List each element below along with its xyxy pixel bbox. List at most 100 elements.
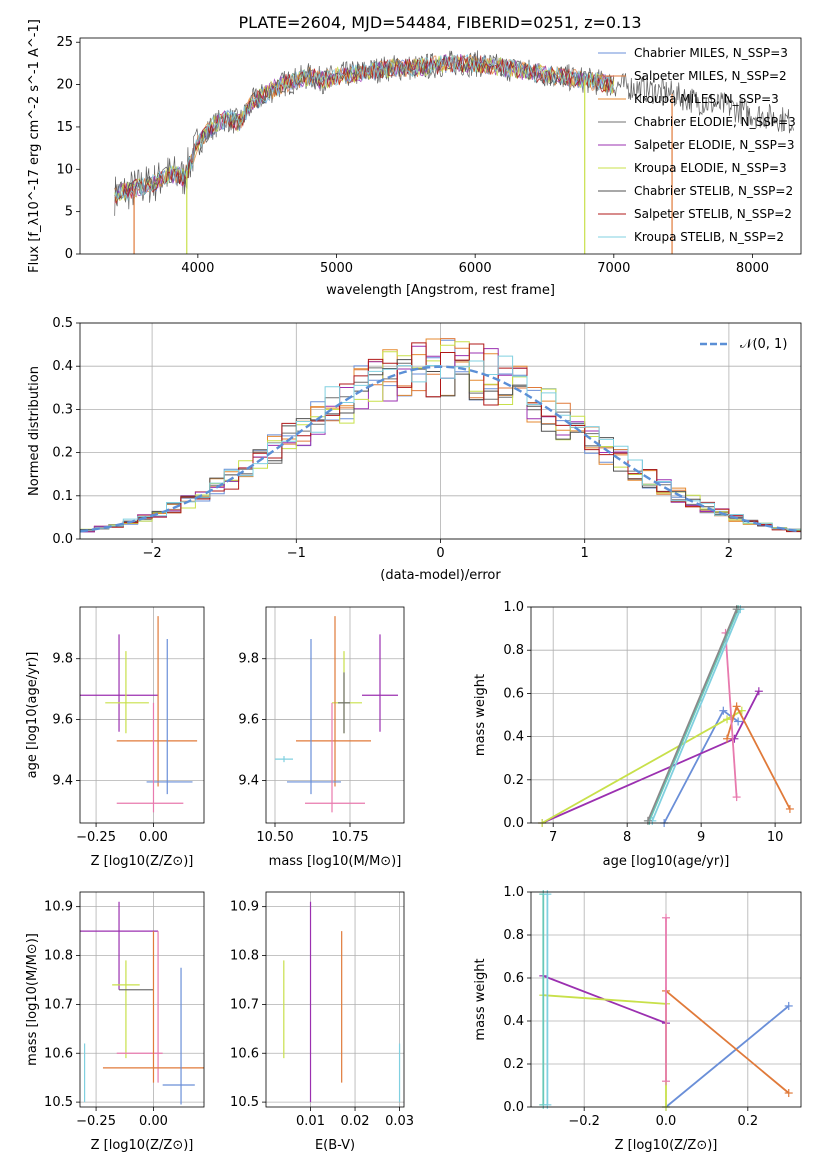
residual-histogram-panel: −2 −1 0 1 2 0.0 0.1 0.2 0.3 0.4 0.5 (data-model)/er…: [27, 316, 802, 583]
x-tick-label: 0.00: [139, 830, 168, 845]
y-tick-label: 9.6: [238, 713, 259, 728]
x-tick-label: 0.02: [341, 1114, 370, 1129]
legend-label: Chabrier STELIB, N_SSP=2: [634, 184, 793, 198]
axes-frame: [265, 891, 405, 1108]
y-tick-label: 5: [65, 205, 73, 220]
x-tick-label: 0.03: [385, 1114, 414, 1129]
x-tick-label: 0.01: [296, 1114, 325, 1129]
y-tick-label: 0.8: [503, 643, 524, 658]
y-tick-label: 0.0: [503, 816, 524, 831]
axes-frame: [530, 891, 802, 1108]
y-tick-label: 10.7: [230, 997, 259, 1012]
x-tick-label: 0: [436, 546, 444, 561]
x-tick-label: 0.2: [737, 1114, 758, 1129]
legend-label: 𝒩(0, 1): [740, 337, 787, 352]
y-tick-label: 10.9: [44, 900, 73, 915]
legend-label: Kroupa STELIB, N_SSP=2: [634, 230, 784, 244]
y-tick-label: 0: [65, 247, 73, 262]
y-tick-label: 10.8: [44, 949, 73, 964]
y-tick-label: 10.6: [44, 1046, 73, 1061]
y-tick-label: 9.6: [52, 713, 73, 728]
y-tick-label: 1.0: [503, 885, 524, 900]
legend-label: Kroupa MILES, N_SSP=3: [634, 92, 779, 106]
model-spectrum-line: [114, 54, 615, 200]
x-tick-label: 8000: [736, 261, 769, 276]
x-axis-label: E(B-V): [315, 1138, 355, 1153]
y-tick-label: 0.4: [503, 1014, 524, 1029]
y-tick-label: 0.0: [52, 532, 73, 547]
y-tick-label: 0.5: [52, 316, 73, 331]
x-tick-label: 0.0: [656, 1114, 677, 1129]
y-tick-label: 0.0: [503, 1100, 524, 1115]
y-tick-label: 10: [56, 162, 73, 177]
x-axis-label: Z [log10(Z/Z⊙)]: [615, 1138, 718, 1153]
x-tick-label: −0.2: [568, 1114, 600, 1129]
legend-label: Salpeter MILES, N_SSP=2: [634, 69, 787, 83]
x-tick-label: −0.25: [76, 1114, 116, 1129]
y-tick-label: 0.2: [503, 773, 524, 788]
x-tick-label: 0.00: [139, 1114, 168, 1129]
model-spectrum-line: [114, 55, 615, 205]
x-axis-label: Z [log10(Z/Z⊙)]: [91, 1138, 194, 1153]
x-tick-label: 5000: [320, 261, 353, 276]
axes-frame: [79, 322, 802, 540]
x-axis-label: mass [log10(M/M⊙)]: [269, 854, 402, 869]
mass-weight-line: [648, 608, 739, 822]
y-tick-label: 10.5: [230, 1095, 259, 1110]
y-axis-label: age [log10(age/yr)]: [25, 652, 40, 779]
x-tick-label: 7: [549, 830, 557, 845]
x-tick-label: −0.25: [76, 830, 116, 845]
mass-weight-line: [647, 608, 738, 822]
x-axis-label: Z [log10(Z/Z⊙)]: [91, 854, 194, 869]
y-tick-label: 0.3: [52, 402, 73, 417]
y-tick-label: 20: [56, 78, 73, 93]
y-tick-label: 10.8: [230, 949, 259, 964]
x-tick-label: 6000: [459, 261, 492, 276]
mass-weight-line: [665, 1005, 790, 1108]
histogram-step-line: [80, 355, 801, 531]
y-axis-label: mass weight: [473, 674, 488, 756]
x-tick-label: 7000: [597, 261, 630, 276]
x-axis-label: (data-model)/error: [380, 568, 501, 583]
x-tick-label: 4000: [181, 261, 214, 276]
y-tick-label: 1.0: [503, 600, 524, 615]
y-tick-label: 10.5: [44, 1095, 73, 1110]
axes-frame: [79, 891, 205, 1108]
legend-label: Chabrier MILES, N_SSP=3: [634, 46, 788, 60]
model-spectrum-line: [114, 54, 615, 202]
x-tick-label: −1: [287, 546, 306, 561]
mass-vs-ebv-panel: 0.01 0.02 0.03 10.5 10.6 10.7 10.8 10.9 E(B-V): [230, 891, 414, 1153]
axes-frame: [265, 606, 405, 824]
x-axis-label: age [log10(age/yr)]: [603, 854, 730, 869]
histogram-step-line: [80, 342, 801, 533]
age-vs-metallicity-panel: −0.25 0.00 9.4 9.6 9.8 Z [log10(Z/Z⊙)] age [lo…: [25, 606, 205, 869]
mass-weight-line: [541, 709, 743, 824]
legend-label: Salpeter STELIB, N_SSP=2: [634, 207, 792, 221]
legend-label: Salpeter ELODIE, N_SSP=3: [634, 138, 795, 152]
mass-weight-line: [543, 994, 667, 1107]
mass-vs-metallicity-panel: −0.25 0.00 10.5 10.6 10.7 10.8 10.9 Z [log10(Z/…: [25, 891, 205, 1153]
y-tick-label: 9.4: [238, 773, 259, 788]
x-tick-label: 2: [725, 546, 733, 561]
y-tick-label: 10.7: [44, 997, 73, 1012]
y-tick-label: 0.8: [503, 928, 524, 943]
axes-frame: [79, 37, 802, 255]
y-tick-label: 10.9: [230, 900, 259, 915]
mass-weight-line: [724, 632, 738, 798]
y-tick-label: 9.4: [52, 773, 73, 788]
age-vs-mass-panel: 10.50 10.75 9.4 9.6 9.8 mass [log10(M/M⊙)]: [238, 606, 405, 869]
y-axis-label: mass [log10(M/M⊙)]: [25, 933, 40, 1066]
x-tick-label: 10: [767, 830, 784, 845]
normal-distribution-curve: [79, 365, 802, 533]
y-tick-label: 9.8: [52, 652, 73, 667]
axes-frame: [79, 606, 205, 824]
legend-label: Kroupa ELODIE, N_SSP=3: [634, 161, 787, 175]
y-tick-label: 10.6: [230, 1046, 259, 1061]
y-tick-label: 0.2: [52, 446, 73, 461]
y-tick-label: 0.4: [503, 730, 524, 745]
figure-title: PLATE=2604, MJD=54484, FIBERID=0251, z=0…: [238, 13, 641, 32]
x-axis-label: wavelength [Angstrom, rest frame]: [326, 283, 555, 298]
y-tick-label: 15: [56, 120, 73, 135]
x-tick-label: 8: [623, 830, 631, 845]
x-tick-label: 1: [581, 546, 589, 561]
